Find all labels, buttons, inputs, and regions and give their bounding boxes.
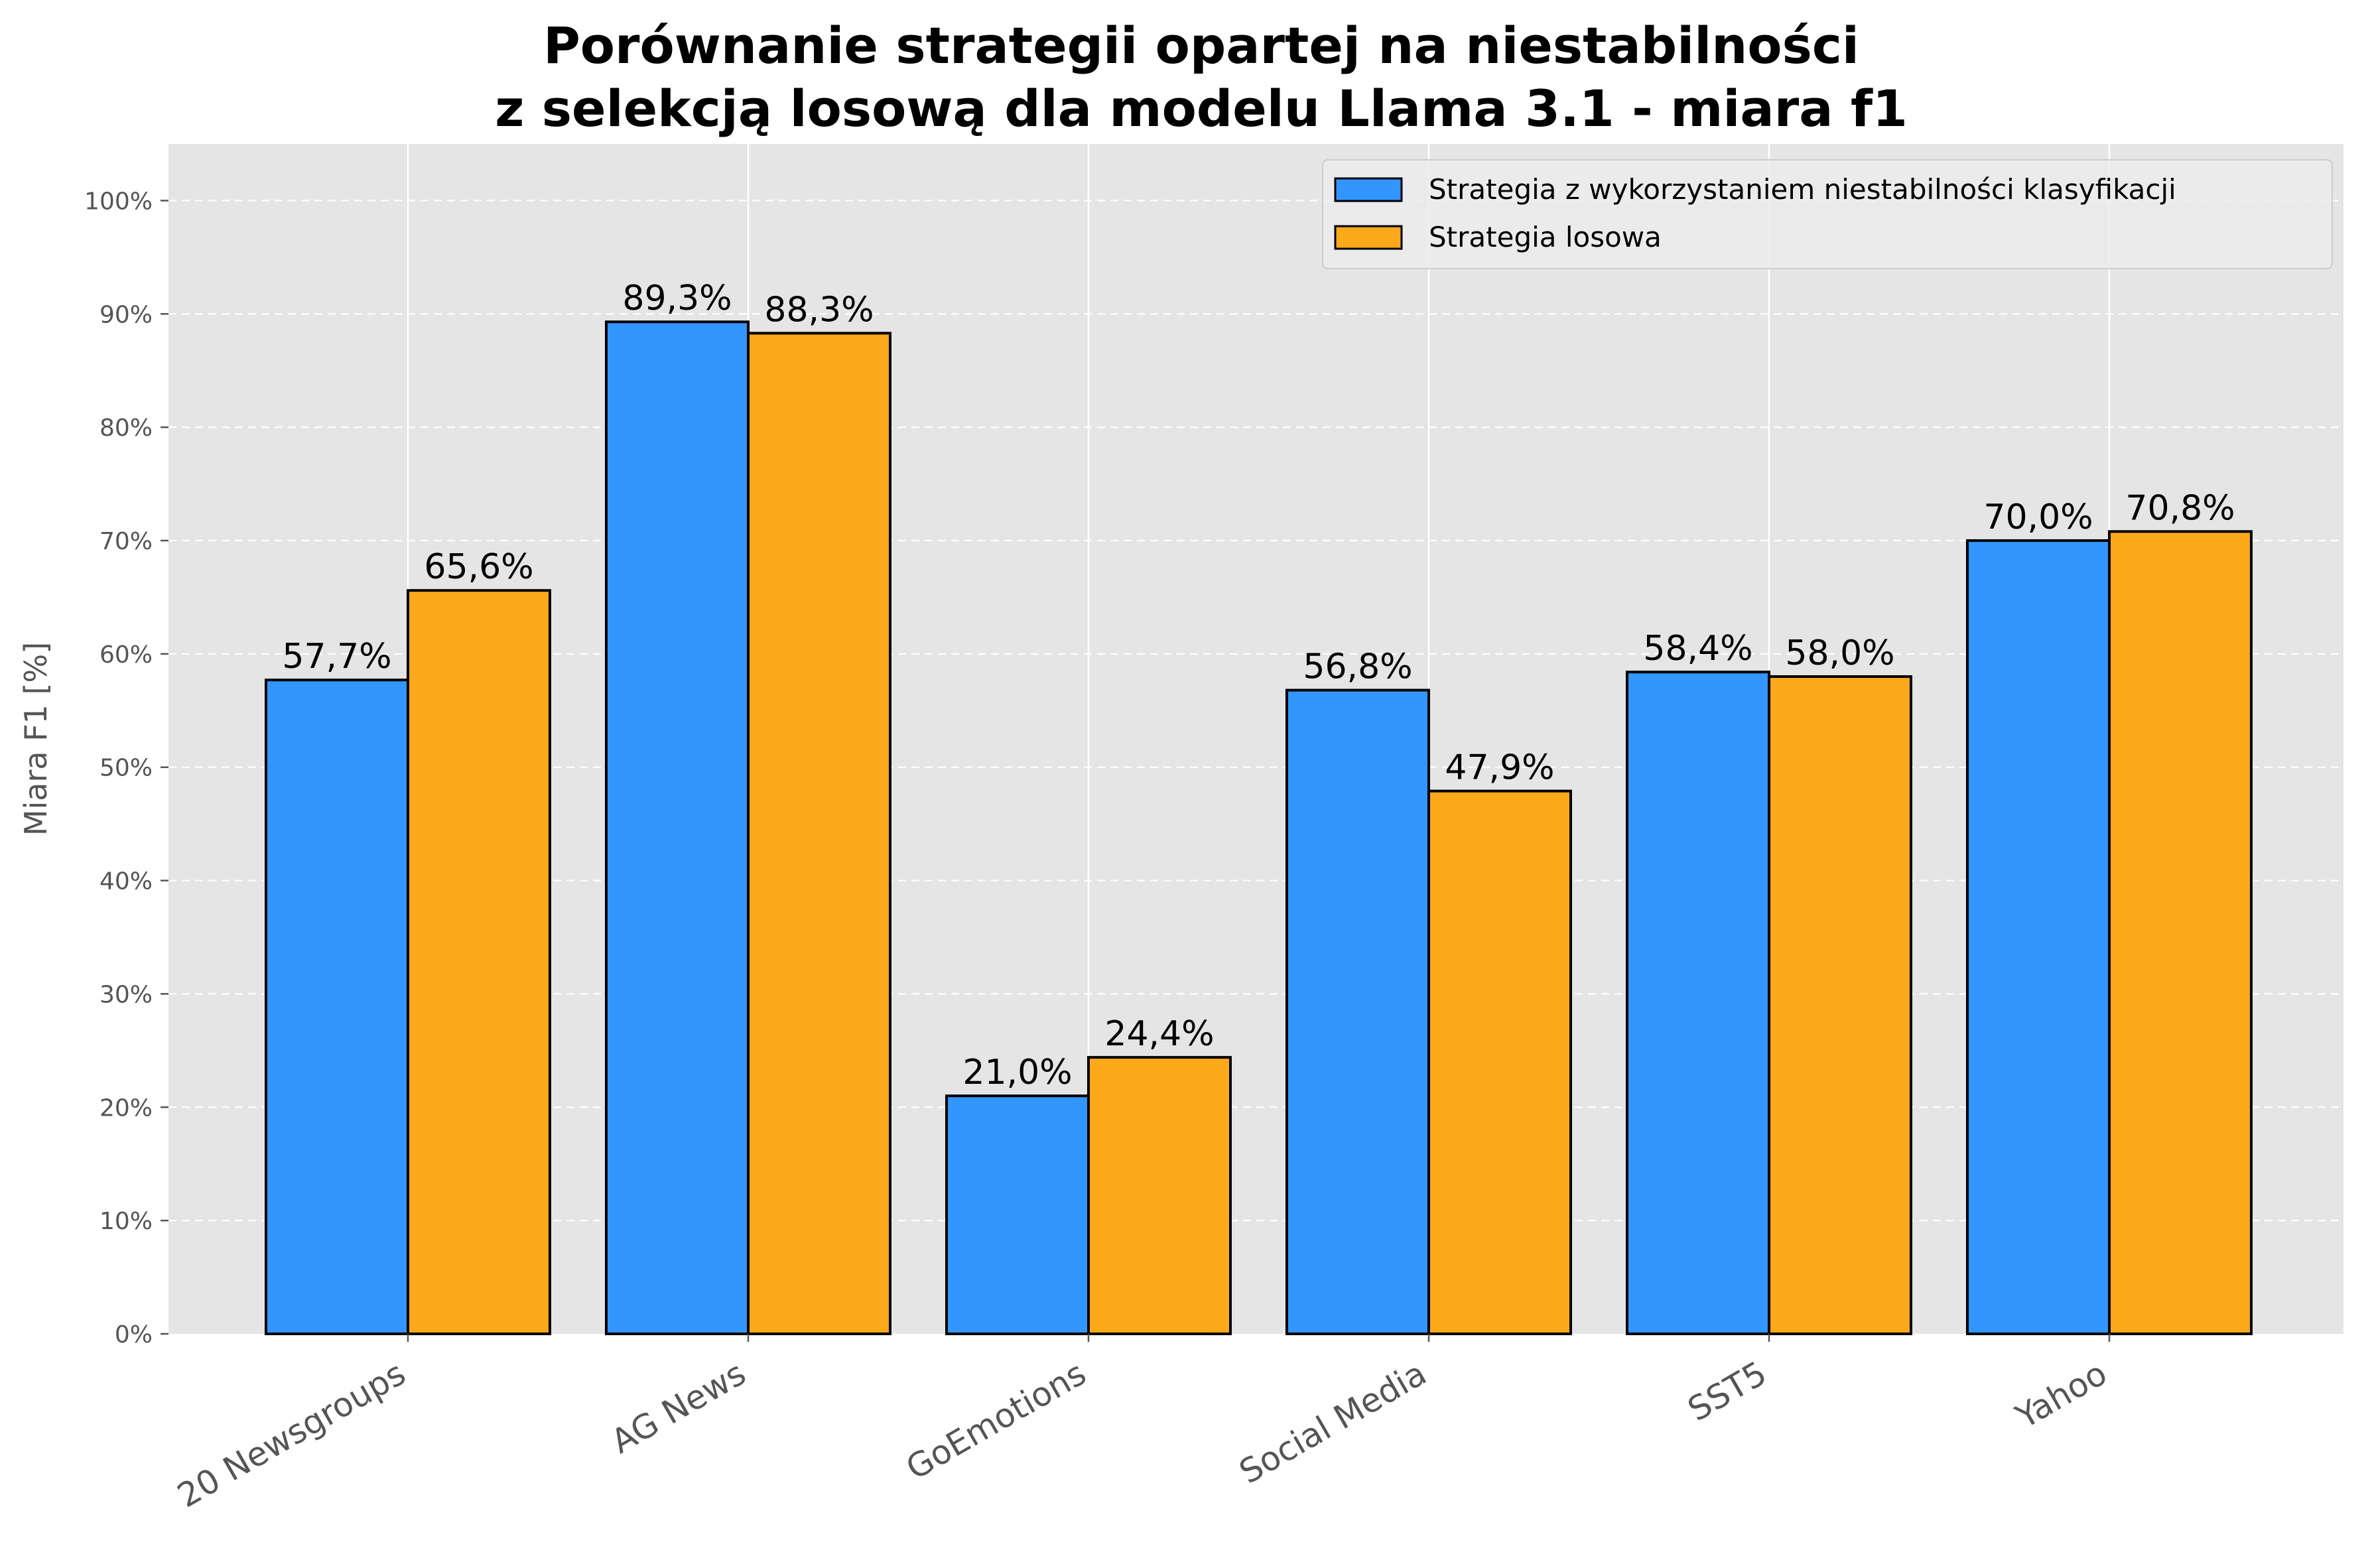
bar-instability-3	[1285, 688, 1430, 1335]
chart-title-line-2: z selekcją losową dla modelu Llama 3.1 -…	[495, 79, 1908, 138]
data-labels: 57,7% 89,3% 21,0% 56,8% 58,4% 70,0% 65,6% 88,3%…	[282, 279, 2235, 1092]
y-tick-label: 10%	[99, 1208, 153, 1235]
bar-instability-0	[265, 679, 409, 1335]
y-axis-label: Miara F1 [%]	[18, 642, 54, 836]
data-label: 58,4%	[1643, 629, 1752, 669]
chart-title: Porównanie strategii opartej na niestabi…	[495, 16, 1908, 138]
bar-random-0	[407, 589, 551, 1335]
bar-random-3	[1427, 789, 1572, 1335]
bar-random-2	[1087, 1056, 1232, 1335]
data-label: 24,4%	[1104, 1014, 1214, 1054]
x-tick-label: GoEmotions	[899, 1354, 1092, 1487]
data-label: 65,6%	[424, 547, 533, 587]
y-axis-ticks: 0% 10% 20% 30% 40% 50% 60% 70% 80% 90% 100%	[84, 188, 168, 1348]
bar-random-5	[2108, 530, 2253, 1335]
bars	[265, 320, 2253, 1335]
y-tick-label: 90%	[99, 301, 153, 328]
legend-swatch	[1334, 225, 1403, 250]
y-tick-label: 20%	[99, 1094, 153, 1122]
x-tick-label: SST5	[1681, 1354, 1773, 1429]
data-label: 70,8%	[2125, 488, 2235, 528]
data-label: 88,3%	[764, 290, 874, 330]
chart-title-line-1: Porównanie strategii opartej na niestabi…	[543, 16, 1859, 75]
bar-instability-2	[945, 1094, 1090, 1335]
y-tick-label: 100%	[84, 188, 153, 215]
x-tick-label: AG News	[605, 1354, 752, 1461]
data-label: 89,3%	[622, 279, 732, 318]
data-label: 70,0%	[1983, 497, 2093, 537]
bar-instability-1	[605, 320, 750, 1335]
y-tick-label: 60%	[99, 641, 153, 669]
data-label: 56,8%	[1303, 647, 1412, 687]
y-tick-label: 30%	[99, 981, 153, 1008]
y-tick-label: 80%	[99, 415, 153, 442]
bar-random-4	[1768, 675, 1912, 1335]
legend-label: Strategia losowa	[1429, 221, 1662, 253]
y-tick-label: 40%	[99, 868, 153, 895]
legend-swatch	[1334, 177, 1403, 202]
data-label: 58,0%	[1785, 633, 1894, 673]
legend: Strategia z wykorzystaniem niestabilnośc…	[1322, 159, 2333, 269]
x-axis-ticks: 20 Newsgroups AG News GoEmotions Social Med…	[171, 1334, 2113, 1515]
bar-random-1	[747, 332, 891, 1335]
x-tick-label: Social Media	[1233, 1354, 1433, 1491]
bar-instability-4	[1626, 671, 1770, 1335]
x-tick-label: Yahoo	[2009, 1354, 2113, 1436]
legend-frame	[1322, 159, 2333, 269]
data-label: 57,7%	[282, 637, 391, 677]
legend-label: Strategia z wykorzystaniem niestabilnośc…	[1429, 173, 2176, 206]
y-tick-label: 70%	[99, 528, 153, 555]
data-label: 21,0%	[962, 1053, 1072, 1092]
x-tick-label: 20 Newsgroups	[171, 1354, 412, 1515]
data-label: 47,9%	[1445, 748, 1554, 788]
y-tick-label: 50%	[99, 755, 153, 782]
y-tick-label: 0%	[115, 1321, 153, 1348]
bar-instability-5	[1966, 539, 2111, 1335]
